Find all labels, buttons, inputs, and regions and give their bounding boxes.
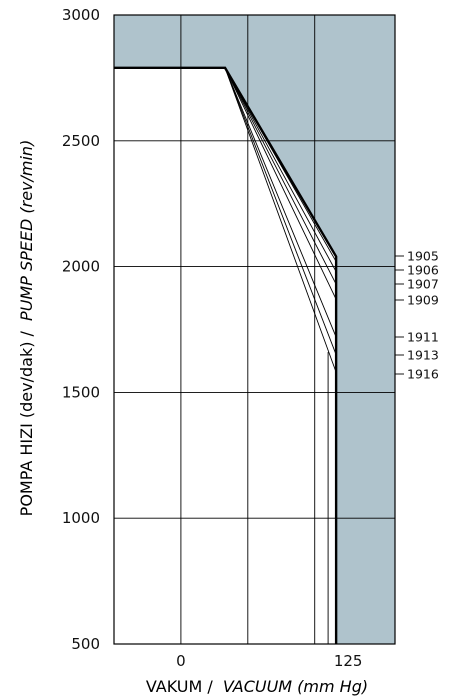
y-tick-label: 1000 [62, 509, 100, 527]
series-line-1913 [224, 67, 337, 355]
series-line-1911 [224, 67, 337, 338]
model-label-1911: 1911 [407, 330, 439, 345]
x-axis-title-italic: VACUUM (mm Hg) [223, 677, 368, 696]
plot-frame [113, 14, 396, 645]
x-tick-labels: 0 125 [176, 652, 362, 670]
model-label-1913: 1913 [407, 348, 439, 363]
y-tick-label: 2000 [62, 258, 100, 276]
model-label-1907: 1907 [407, 277, 439, 292]
y-tick-label: 500 [71, 635, 100, 653]
x-axis-title: VAKUM / VACUUM (mm Hg) [146, 677, 368, 696]
model-label-1906: 1906 [407, 263, 439, 278]
x-axis-title-main: VAKUM / [146, 677, 214, 696]
y-tick-label: 1500 [62, 383, 100, 401]
y-axis-title-main: POMPA HIZI (dev/dak) / [17, 330, 36, 516]
x-tick-label: 125 [334, 652, 363, 670]
series-line-1916 [224, 67, 337, 373]
envelope-line [114, 66, 338, 644]
shaded-region [114, 15, 395, 644]
y-axis-title: POMPA HIZI (dev/dak) / PUMP SPEED (rev/m… [17, 140, 36, 517]
series-line-1909 [224, 67, 337, 300]
model-label-1905: 1905 [407, 249, 439, 264]
model-label-1916: 1916 [407, 367, 439, 382]
series-line-1906 [224, 67, 337, 272]
y-tick-label: 2500 [62, 132, 100, 150]
series-line-1907 [224, 67, 337, 285]
y-tick-label: 3000 [62, 6, 100, 24]
x-tick-label: 0 [176, 652, 186, 670]
y-axis-title-italic: PUMP SPEED (rev/min) [17, 140, 36, 321]
y-tick-labels: 500 1000 1500 2000 2500 3000 [62, 6, 100, 653]
grid-lines [114, 15, 395, 644]
model-label-1909: 1909 [407, 293, 439, 308]
